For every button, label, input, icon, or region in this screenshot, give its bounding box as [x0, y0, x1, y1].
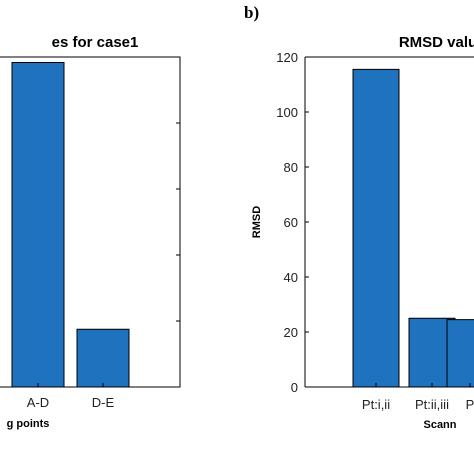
- right-x-tick-label-2: P: [466, 397, 474, 412]
- right-x-axis-label: Scann: [423, 419, 456, 431]
- right-chart-title: RMSD valu: [399, 34, 474, 51]
- right-chart: RMSD valu 0 20 40 60 80 100 120 Pt:i,ii Pt:ii,i…: [251, 34, 474, 431]
- left-chart: es for case1 A-D D-E g points: [0, 34, 181, 430]
- right-bar-2: [446, 319, 474, 388]
- left-x-tick-label-0: A-D: [27, 395, 49, 410]
- right-y-tick-label-5: 100: [276, 105, 298, 120]
- right-bar-0: [352, 68, 400, 388]
- right-x-tick-label-1: Pt:ii,iii: [415, 397, 449, 412]
- right-y-axis-label: RMSD: [251, 206, 263, 238]
- right-y-tick-label-1: 20: [284, 325, 298, 340]
- right-x-tick-label-0: Pt:i,ii: [362, 397, 390, 412]
- panel-label: b): [244, 3, 259, 22]
- right-y-tick-label-0: 0: [291, 380, 298, 395]
- left-bar-0: [11, 62, 65, 388]
- right-y-tick-label-2: 40: [284, 270, 298, 285]
- left-x-tick-label-1: D-E: [92, 395, 115, 410]
- right-y-tick-label-6: 120: [276, 50, 298, 65]
- left-bar-1: [76, 328, 130, 388]
- left-x-axis-label: g points: [7, 418, 50, 430]
- right-y-tick-label-3: 60: [284, 215, 298, 230]
- left-chart-title: es for case1: [52, 34, 139, 51]
- right-y-tick-label-4: 80: [284, 160, 298, 175]
